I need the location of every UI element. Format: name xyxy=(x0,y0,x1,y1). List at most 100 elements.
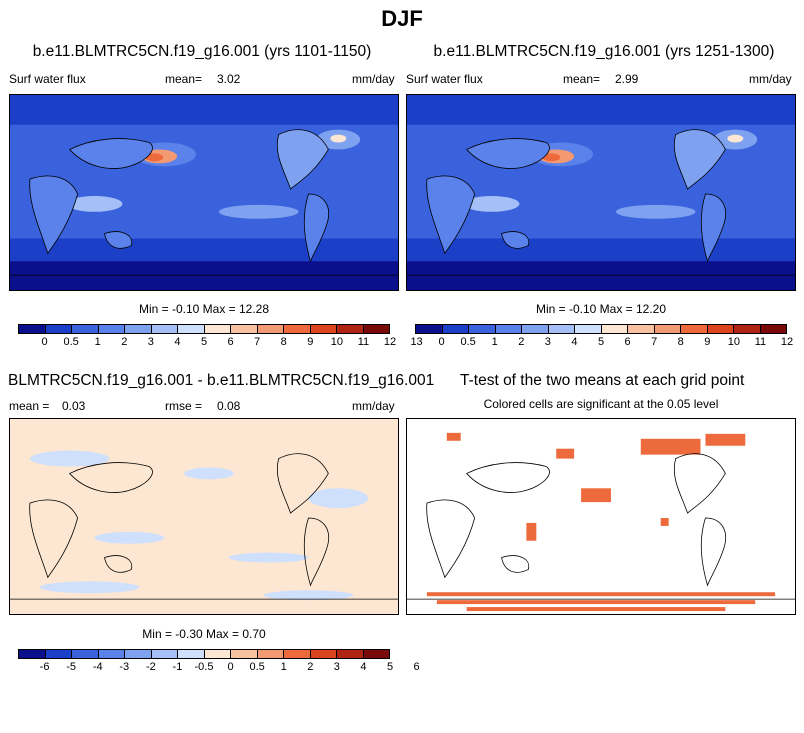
colorbar-tick-label: -2 xyxy=(145,661,156,673)
colorbar-swatch xyxy=(522,325,549,333)
mean-label-top-right: mean= xyxy=(563,72,601,86)
colorbar-tick-label: 1 xyxy=(280,661,287,673)
colorbar-tick-label: 12 xyxy=(383,336,397,348)
colorbar-swatch xyxy=(178,325,205,333)
colorbar-tick-label: 1 xyxy=(491,336,498,348)
colorbar-swatch xyxy=(45,650,72,658)
colorbar-tick-label: -6 xyxy=(39,661,50,673)
colorbar-labels-bottom-left: -6 -5 -4 -3 -2 -1 -0.5 0 0.5 1 2 3 4 5 6 xyxy=(18,661,420,675)
rmse-label-bottom-left: rmse = xyxy=(165,399,203,413)
colorbar-tick-label: 0.5 xyxy=(63,336,79,348)
colorbar-tick-label: 4 xyxy=(571,336,578,348)
colorbar-tick-label: 0 xyxy=(41,336,48,348)
colorbar-tick-label: 11 xyxy=(357,336,370,348)
map-bottom-left xyxy=(9,418,399,615)
colorbar-swatch xyxy=(19,650,46,658)
colorbar-tick-label: 6 xyxy=(413,661,420,673)
colorbar-swatch xyxy=(151,650,178,658)
colorbar-swatch xyxy=(310,650,337,658)
minmax-bottom-left: Min = -0.30 Max = 0.70 xyxy=(142,627,266,641)
panel-title-bottom-left: BLMTRC5CN.f19_g16.001 - b.e11.BLMTRC5CN.… xyxy=(8,372,435,389)
colorbar-tick-label: 10 xyxy=(727,336,740,348)
panel-title-top-right: b.e11.BLMTRC5CN.f19_g16.001 (yrs 1251-13… xyxy=(433,43,775,60)
colorbar-tick-label: 8 xyxy=(677,336,684,348)
colorbar-tick-label: 5 xyxy=(386,661,394,673)
colorbar-swatch xyxy=(231,325,258,333)
colorbar-tick-label: -5 xyxy=(66,661,77,673)
colorbar-tick-label: 8 xyxy=(280,336,287,348)
mean-value-bottom-left: 0.03 xyxy=(62,399,86,413)
colorbar-tick-label: 4 xyxy=(174,336,181,348)
colorbar-tick-label: -4 xyxy=(92,661,103,673)
variable-label-top-right: Surf water flux xyxy=(406,72,483,86)
colorbar-tick-label: 5 xyxy=(597,336,605,348)
minmax-top-right: Min = -0.10 Max = 12.20 xyxy=(535,302,667,316)
colorbar-tick-label: -3 xyxy=(119,661,130,673)
map-top-left xyxy=(9,94,399,291)
colorbar-bottom-left xyxy=(18,649,390,659)
colorbar-swatch xyxy=(98,650,125,658)
figure-title: DJF xyxy=(381,6,423,31)
mean-label-top-left: mean= xyxy=(165,72,203,86)
colorbar-tick-label: 10 xyxy=(330,336,343,348)
colorbar-swatch xyxy=(469,325,496,333)
colorbar-tick-label: 6 xyxy=(624,336,631,348)
colorbar-labels-top-left: 0 0.5 1 2 3 4 5 6 7 8 9 10 11 12 13 xyxy=(18,336,423,350)
colorbar-swatch xyxy=(337,650,364,658)
panel-subtitle-bottom-right: Colored cells are significant at the 0.0… xyxy=(483,397,719,411)
colorbar-swatch xyxy=(72,650,99,658)
minmax-top-left: Min = -0.10 Max = 12.28 xyxy=(138,302,270,316)
colorbar-swatch xyxy=(628,325,655,333)
variable-label-top-left: Surf water flux xyxy=(9,72,86,86)
colorbar-swatch xyxy=(231,650,258,658)
colorbar-swatch xyxy=(284,325,311,333)
colorbar-swatch xyxy=(310,325,337,333)
colorbar-tick-label: 0 xyxy=(227,661,234,673)
colorbar-swatch xyxy=(337,325,364,333)
colorbar-swatch xyxy=(125,325,152,333)
units-top-left: mm/day xyxy=(352,72,395,86)
colorbar-swatch xyxy=(72,325,99,333)
colorbar-tick-label: 0.5 xyxy=(460,336,476,348)
colorbar-tick-label: 13 xyxy=(410,336,423,348)
colorbar-swatch xyxy=(45,325,72,333)
units-bottom-left: mm/day xyxy=(352,399,395,413)
colorbar-tick-label: 6 xyxy=(227,336,234,348)
colorbar-tick-label: 7 xyxy=(651,336,658,348)
colorbar-swatch xyxy=(495,325,522,333)
mean-value-top-right: 2.99 xyxy=(615,72,639,86)
panel-title-top-left: b.e11.BLMTRC5CN.f19_g16.001 (yrs 1101-11… xyxy=(32,43,372,60)
colorbar-top-right xyxy=(415,324,787,334)
colorbar-tick-label: -1 xyxy=(172,661,183,673)
colorbar-swatch xyxy=(416,325,443,333)
colorbar-swatch xyxy=(284,650,311,658)
colorbar-swatch xyxy=(151,325,178,333)
colorbar-swatch xyxy=(601,325,628,333)
map-bottom-right xyxy=(406,418,796,615)
colorbar-tick-label: 9 xyxy=(704,336,711,348)
mean-value-top-left: 3.02 xyxy=(217,72,241,86)
colorbar-tick-label: 4 xyxy=(360,661,367,673)
colorbar-tick-label: 5 xyxy=(200,336,208,348)
colorbar-tick-label: 2 xyxy=(518,336,525,348)
colorbar-tick-label: 3 xyxy=(333,661,340,673)
colorbar-swatch xyxy=(98,325,125,333)
colorbar-swatch xyxy=(257,325,284,333)
colorbar-swatch xyxy=(125,650,152,658)
colorbar-tick-label: 2 xyxy=(307,661,314,673)
units-top-right: mm/day xyxy=(749,72,792,86)
rmse-value-bottom-left: 0.08 xyxy=(217,399,241,413)
colorbar-tick-label: 7 xyxy=(254,336,261,348)
colorbar-swatch xyxy=(363,325,389,333)
colorbar-tick-label: 3 xyxy=(544,336,551,348)
colorbar-swatch xyxy=(204,325,231,333)
colorbar-swatch xyxy=(654,325,681,333)
colorbar-swatch xyxy=(178,650,205,658)
colorbar-tick-label: -0.5 xyxy=(194,661,214,673)
colorbar-swatch xyxy=(204,650,231,658)
colorbar-top-left xyxy=(18,324,390,334)
colorbar-tick-label: 9 xyxy=(307,336,314,348)
colorbar-swatch xyxy=(681,325,708,333)
colorbar-tick-label: 0 xyxy=(438,336,445,348)
